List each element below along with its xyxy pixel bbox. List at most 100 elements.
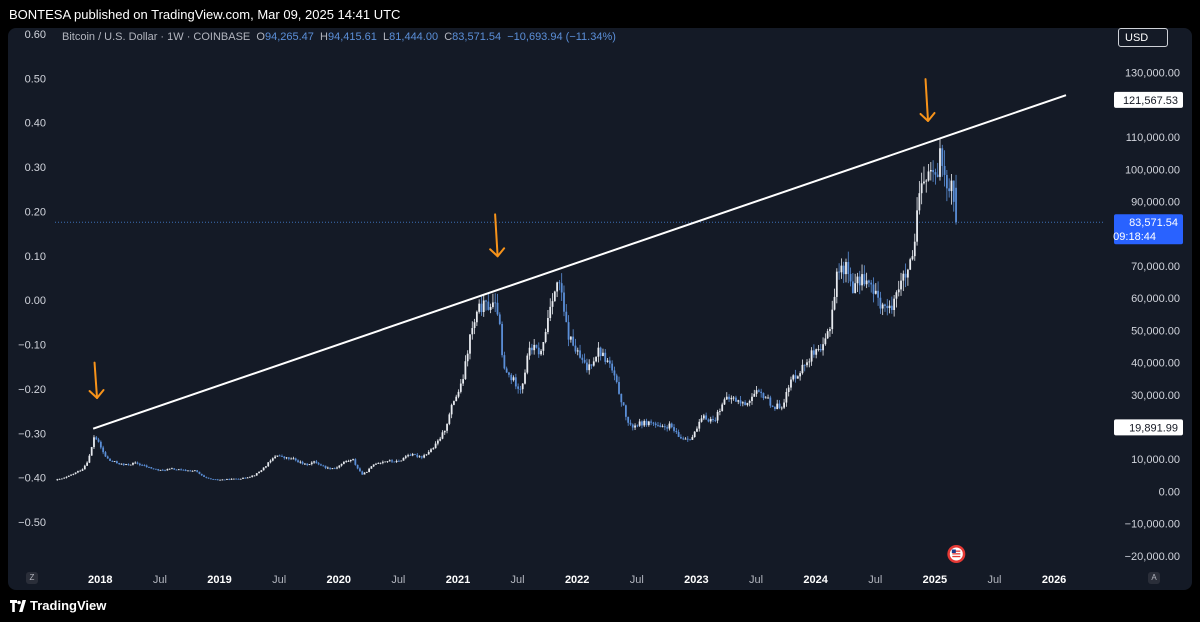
candle-body [72, 473, 75, 475]
candle-body [590, 364, 593, 366]
candle-body [416, 454, 419, 457]
candle-body [636, 425, 639, 427]
candle-body [602, 352, 604, 356]
candle-body [851, 281, 854, 294]
candle-body [574, 345, 577, 352]
candle-body [551, 301, 554, 307]
candle-body [913, 241, 916, 257]
arrow-head [919, 111, 936, 122]
candle-body [278, 455, 281, 457]
candle-body [368, 468, 371, 473]
candle-body [952, 180, 955, 202]
candle-body [141, 464, 144, 466]
candle-body [673, 427, 675, 431]
candle-body [787, 387, 790, 393]
currency-selector[interactable]: USD [1118, 28, 1168, 47]
candle-body [466, 353, 469, 362]
time-tick-label: 2023 [684, 574, 708, 586]
price-tick-label: −20,000.00 [1125, 551, 1180, 563]
candle-body [686, 438, 689, 440]
candle-body [425, 454, 428, 456]
candle-body [696, 428, 698, 432]
candle-body [718, 410, 721, 412]
price-label-box [1114, 419, 1183, 436]
candle-body [168, 468, 171, 470]
candle-body [854, 283, 857, 294]
candle-body [471, 328, 474, 335]
chart-panel[interactable]: 130,000.00 110,000.00 100,000.00 90,000.00 7… [8, 28, 1192, 590]
candle-body [329, 467, 332, 469]
candle-body [297, 460, 299, 463]
candle-body [93, 437, 95, 448]
candle-body [251, 475, 254, 477]
candle-body [861, 274, 863, 286]
candle-body [604, 352, 607, 362]
candle-body [473, 322, 476, 329]
candle-body [450, 404, 453, 415]
candle-body [611, 363, 614, 371]
price-tick-label: 100,000.00 [1125, 164, 1180, 176]
candle-body [219, 479, 221, 481]
zoom-button[interactable]: Z [26, 572, 38, 584]
candle-body [395, 460, 398, 463]
candle-body [301, 461, 304, 464]
candle-body [890, 305, 893, 310]
candle-body [780, 407, 783, 409]
candle-body [253, 475, 256, 477]
candle-body [459, 383, 462, 392]
candle-body [212, 479, 215, 480]
candle-body [528, 347, 531, 356]
candle-body [267, 462, 270, 467]
candle-body [849, 274, 852, 282]
current-price-box [1114, 214, 1183, 245]
price-chart[interactable]: 130,000.00 110,000.00 100,000.00 90,000.00 7… [8, 28, 1192, 590]
candle-body [404, 456, 407, 458]
candle-body [281, 455, 283, 457]
candle-body [638, 421, 641, 426]
candle-body [315, 461, 318, 464]
candle-body [810, 350, 813, 362]
legend-low-label: L [383, 31, 390, 43]
candle-body [58, 478, 61, 480]
candle-body [801, 364, 804, 374]
candle-body [462, 379, 465, 384]
candle-body [182, 469, 185, 471]
time-tick-label: Jul [511, 574, 525, 586]
candle-body [819, 349, 822, 351]
candle-body [333, 468, 336, 470]
candle-body [652, 422, 655, 424]
time-tick-label: Jul [749, 574, 763, 586]
price-label-box [1114, 91, 1183, 108]
candle-body [200, 473, 203, 476]
candle-body [95, 437, 98, 440]
candle-body [874, 290, 877, 294]
candle-body [304, 463, 306, 465]
candle-body [943, 165, 946, 175]
candle-body [90, 447, 93, 456]
candle-body [565, 311, 568, 323]
candle-body [216, 479, 219, 481]
candle-body [764, 397, 767, 399]
candle-body [675, 430, 678, 433]
candle-body [799, 373, 802, 377]
candle-body [269, 460, 272, 463]
candle-body [643, 420, 646, 426]
candle-body [517, 386, 520, 389]
candle-body [193, 470, 196, 472]
candle-body [592, 361, 595, 366]
candle-body [668, 423, 671, 429]
legend-change: −10,693.94 (−11.34%) [507, 31, 616, 43]
candle-body [698, 421, 701, 429]
candle-body [221, 479, 224, 481]
legend-low: 81,444.00 [389, 31, 439, 43]
flag-stripe [952, 553, 961, 555]
candle-body [744, 402, 747, 406]
auto-scale-button[interactable]: A [1148, 572, 1160, 584]
candle-body [778, 403, 781, 408]
legend-close: 83,571.54 [452, 31, 502, 43]
left-tick-label: 0.20 [25, 206, 46, 218]
candle-body [496, 302, 499, 315]
candle-body [858, 276, 861, 286]
candle-body [842, 265, 845, 275]
candle-body [347, 461, 350, 462]
